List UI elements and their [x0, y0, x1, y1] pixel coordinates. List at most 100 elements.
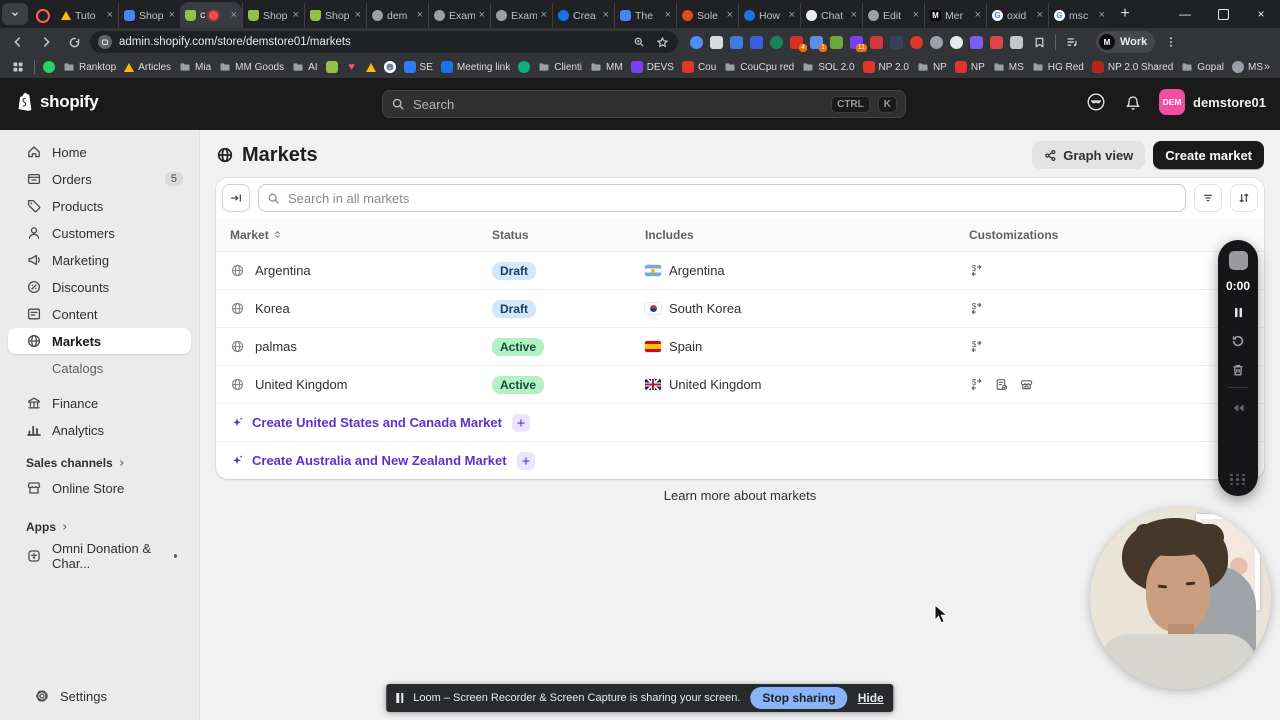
sidebar-item-marketing[interactable]: Marketing: [8, 247, 191, 273]
bookmark-clienti[interactable]: Clienti: [534, 61, 586, 73]
bookmark-ms[interactable]: MS: [989, 61, 1028, 73]
browser-tab[interactable]: Exam ×: [490, 3, 552, 28]
tab-close-icon[interactable]: ×: [726, 9, 733, 21]
url-text[interactable]: admin.shopify.com/store/demstore01/marke…: [119, 36, 351, 48]
browser-tab[interactable]: How ×: [738, 3, 800, 28]
tab-close-icon[interactable]: ×: [912, 9, 919, 21]
tab-close-icon[interactable]: ×: [664, 9, 671, 21]
bookmark-coucpu-red[interactable]: CouCpu red: [720, 61, 798, 73]
admin-search-bar[interactable]: Search CTRL K: [382, 90, 906, 118]
bookmark-icon-only[interactable]: [39, 61, 59, 73]
browser-tab[interactable]: Sole ×: [676, 3, 738, 28]
ext-blue-orange-icon[interactable]: 1: [810, 35, 827, 52]
storefront-icon[interactable]: [1019, 377, 1034, 392]
collapse-panel-icon[interactable]: [222, 184, 250, 212]
bookmark-icon-only[interactable]: [514, 61, 534, 73]
store-account-chip[interactable]: DEM demstore01: [1159, 89, 1266, 115]
filter-icon[interactable]: [1194, 184, 1222, 212]
sidebar-item-omni-donation[interactable]: Omni Donation & Char...: [8, 541, 191, 571]
tab-search-chevron-icon[interactable]: [2, 3, 28, 25]
browser-tab[interactable]: Shop ×: [304, 3, 366, 28]
exchange-icon[interactable]: $: [969, 301, 984, 316]
sidebar-item-orders[interactable]: Orders 5: [8, 166, 191, 192]
table-row-korea[interactable]: Korea Draft South Korea $: [216, 290, 1264, 328]
window-maximize-button[interactable]: [1204, 0, 1242, 28]
ext-search-icon[interactable]: [930, 35, 943, 49]
pause-recording-icon[interactable]: [1231, 305, 1246, 320]
drag-handle[interactable]: [1230, 473, 1246, 485]
sidebar-item-online-store[interactable]: Online Store: [8, 475, 191, 501]
tab-close-icon[interactable]: ×: [106, 9, 113, 21]
sidebar-item-analytics[interactable]: Analytics: [8, 417, 191, 443]
tab-close-icon[interactable]: ×: [230, 8, 237, 21]
apps-grid-icon[interactable]: [6, 56, 30, 78]
ext-auth-icon[interactable]: [750, 35, 763, 49]
browser-tab[interactable]: Edit ×: [862, 3, 924, 28]
sidebar-item-finance[interactable]: Finance: [8, 390, 191, 416]
tab-close-icon[interactable]: ×: [850, 9, 857, 21]
bookmark-articles[interactable]: Articles: [120, 62, 175, 73]
markets-search-input[interactable]: [286, 189, 1177, 207]
bookmark-mm[interactable]: MM: [586, 61, 627, 73]
pinned-recording-tab[interactable]: [30, 4, 56, 28]
markets-search-field[interactable]: [258, 184, 1186, 212]
bookmark-se[interactable]: SE: [400, 61, 437, 73]
notifications-bell-icon[interactable]: [1123, 92, 1143, 112]
browser-tab[interactable]: Exam ×: [428, 3, 490, 28]
plus-icon[interactable]: [516, 451, 535, 470]
ext-purple-icon[interactable]: 11: [850, 35, 867, 52]
browser-tab[interactable]: Tuto ×: [56, 3, 118, 28]
browser-tab[interactable]: Chat ×: [800, 3, 862, 28]
tab-close-icon[interactable]: ×: [416, 9, 423, 21]
browser-tab[interactable]: Shop ×: [242, 3, 304, 28]
browser-profile-chip[interactable]: M Work: [1096, 31, 1156, 53]
bookmarks-overflow-chevron[interactable]: »: [1263, 61, 1270, 73]
ext-red-icon[interactable]: 4: [790, 35, 807, 52]
bookmark-ranktop[interactable]: Ranktop: [59, 61, 120, 73]
create-market-button[interactable]: Create market: [1153, 141, 1264, 169]
bookmark-devs[interactable]: DEVS: [627, 61, 678, 73]
ext-pen-icon[interactable]: [710, 35, 723, 49]
window-minimize-button[interactable]: —: [1179, 7, 1191, 21]
ext-contrast-icon[interactable]: [950, 35, 963, 49]
sort-icon[interactable]: [1230, 184, 1258, 212]
window-close-button[interactable]: ×: [1257, 7, 1265, 21]
column-header-market[interactable]: Market: [230, 228, 492, 242]
sidebar-item-customers[interactable]: Customers: [8, 220, 191, 246]
tab-close-icon[interactable]: ×: [478, 9, 485, 21]
bookmark-star-icon[interactable]: [654, 30, 670, 54]
table-row-united-kingdom[interactable]: United Kingdom Active United Kingdom $: [216, 366, 1264, 404]
graph-view-button[interactable]: Graph view: [1032, 141, 1146, 169]
browser-tab[interactable]: dem ×: [366, 3, 428, 28]
ext-navy-s-icon[interactable]: [890, 35, 903, 49]
back-icon[interactable]: [6, 30, 30, 54]
exchange-icon[interactable]: $: [969, 263, 984, 278]
tab-close-icon[interactable]: ×: [788, 9, 795, 21]
tab-close-icon[interactable]: ×: [974, 9, 981, 21]
sidebar-item-discounts[interactable]: Discounts: [8, 274, 191, 300]
suggestion-create-australia-and-new-zealand-market[interactable]: Create Australia and New Zealand Market: [216, 441, 1264, 479]
restart-recording-icon[interactable]: [1230, 333, 1246, 349]
bookmark-np-2-0-shared[interactable]: NP 2.0 Shared: [1088, 61, 1177, 73]
stop-recording-button[interactable]: [1228, 251, 1248, 270]
bookmark-mm-goods[interactable]: MM Goods: [215, 61, 288, 73]
ext-mail-icon[interactable]: [730, 35, 743, 49]
address-bar[interactable]: admin.shopify.com/store/demstore01/marke…: [90, 31, 678, 53]
table-row-palmas[interactable]: palmas Active Spain $: [216, 328, 1264, 366]
exchange-icon[interactable]: $: [969, 339, 984, 354]
apps-label[interactable]: Apps: [8, 517, 191, 537]
reading-list-icon[interactable]: [1027, 30, 1051, 54]
learn-more-link[interactable]: Learn more about markets: [663, 488, 817, 503]
browser-tab[interactable]: Shop ×: [118, 3, 180, 28]
sidebar-item-catalogs[interactable]: Catalogs: [8, 355, 191, 381]
tab-close-icon[interactable]: ×: [602, 9, 609, 21]
new-tab-button[interactable]: +: [1120, 5, 1130, 22]
ext-runner-icon[interactable]: [990, 35, 1003, 49]
bookmark-cou[interactable]: Cou: [678, 61, 720, 73]
ext-red-oval-icon[interactable]: [910, 35, 923, 49]
exchange-icon[interactable]: $: [969, 377, 984, 392]
tab-close-icon[interactable]: ×: [354, 9, 361, 21]
ext-green-icon[interactable]: [830, 35, 843, 49]
shopify-logo[interactable]: shopify: [16, 92, 99, 112]
